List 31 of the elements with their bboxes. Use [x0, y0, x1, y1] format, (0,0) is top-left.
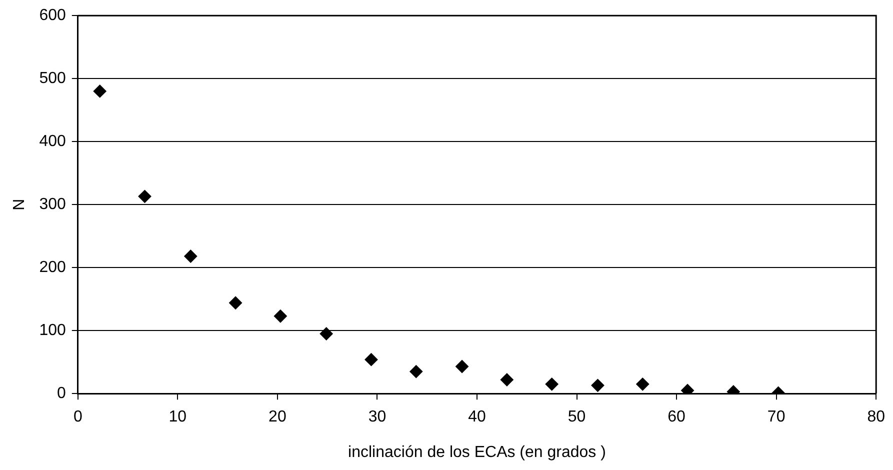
- x-tick-label: 30: [368, 408, 386, 426]
- y-tick-label: 500: [39, 70, 66, 88]
- point: [456, 360, 469, 374]
- x-tick-label: 0: [73, 408, 82, 426]
- y-tick-label: 400: [39, 133, 66, 150]
- y-tick-label: 0: [56, 385, 66, 402]
- y-tick-label: 300: [39, 196, 66, 214]
- point: [545, 378, 558, 391]
- point: [320, 327, 333, 340]
- point: [410, 365, 423, 378]
- point: [138, 190, 152, 203]
- point: [229, 296, 242, 310]
- point: [364, 353, 378, 366]
- x-tick-label: 20: [268, 408, 286, 426]
- point: [636, 378, 650, 391]
- x-tick-label: 10: [168, 408, 187, 426]
- point: [591, 378, 604, 392]
- x-tick-label: 70: [767, 408, 786, 426]
- x-tick-label: 60: [668, 408, 686, 426]
- point: [500, 373, 514, 386]
- x-tick-label: 40: [468, 408, 486, 426]
- x-tick-label: 80: [867, 408, 886, 426]
- y-tick-label: 200: [39, 259, 66, 276]
- y-tick-label: 100: [39, 322, 66, 340]
- point: [93, 84, 106, 98]
- y-axis-title: N: [11, 198, 28, 210]
- point: [274, 310, 287, 323]
- x-axis-title: inclinación de los ECAs (en grados ): [348, 444, 606, 461]
- x-tick-label: 50: [568, 408, 586, 426]
- y-tick-label: 600: [39, 7, 66, 24]
- point: [184, 250, 198, 263]
